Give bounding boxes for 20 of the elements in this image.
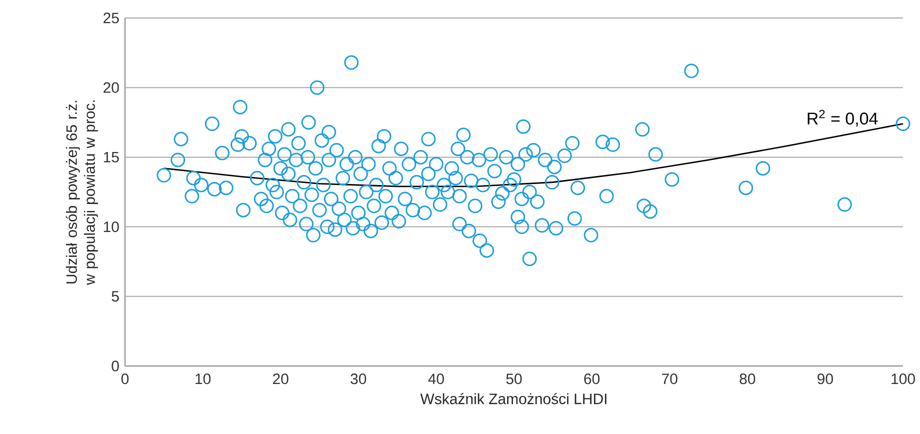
x-tick-label: 100 [892,374,915,384]
y-tick-label: 25 [104,12,119,24]
y-axis-title: Udział osób powyżej 65 r.ż. w populacji powiatu w proc. [66,100,98,285]
y-tick-label: 10 [104,221,119,232]
y-tick-label: 0 [112,360,119,372]
x-tick-label: 20 [273,374,288,384]
x-tick-label: 0 [121,374,129,384]
annotation: R$^{2}$ = 0,04 [808,110,878,127]
y-tick-label: 20 [104,82,119,93]
x-axis-title: Wskaźnik Zamożności LHDI [420,393,606,404]
y-tick-label: 5 [112,291,119,302]
x-tick-label: 90 [818,374,833,384]
x-tick-label: 30 [350,374,366,384]
x-tick-label: 10 [196,374,211,384]
y-tick-label: 15 [104,152,119,162]
x-tick-label: 40 [428,374,444,384]
x-tick-label: 80 [740,374,756,384]
x-tick-label: 50 [506,374,522,384]
x-tick-label: 60 [584,374,600,384]
x-tick-label: 70 [662,374,678,384]
